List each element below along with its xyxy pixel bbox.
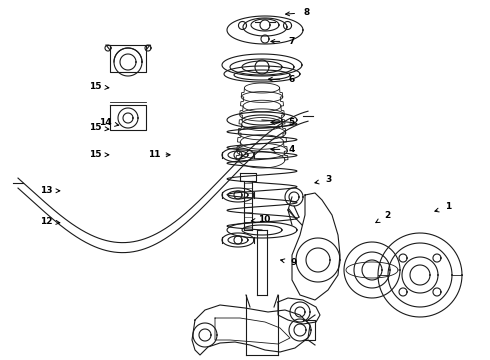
Text: 7: 7	[288, 37, 295, 46]
Text: 1: 1	[445, 202, 451, 211]
Text: 8: 8	[303, 8, 309, 17]
Text: 10: 10	[258, 215, 271, 224]
Text: 3: 3	[325, 175, 331, 184]
Text: 2: 2	[384, 211, 390, 220]
Text: 4: 4	[288, 145, 295, 154]
Text: 12: 12	[40, 217, 53, 226]
Text: 15: 15	[89, 123, 102, 132]
Text: 9: 9	[291, 258, 297, 267]
Text: 5: 5	[289, 118, 294, 127]
Text: 15: 15	[89, 82, 102, 91]
Text: 6: 6	[289, 75, 294, 84]
Text: 15: 15	[89, 150, 102, 159]
Text: 13: 13	[40, 186, 53, 195]
Text: 11: 11	[148, 150, 161, 159]
Text: 14: 14	[99, 118, 112, 127]
